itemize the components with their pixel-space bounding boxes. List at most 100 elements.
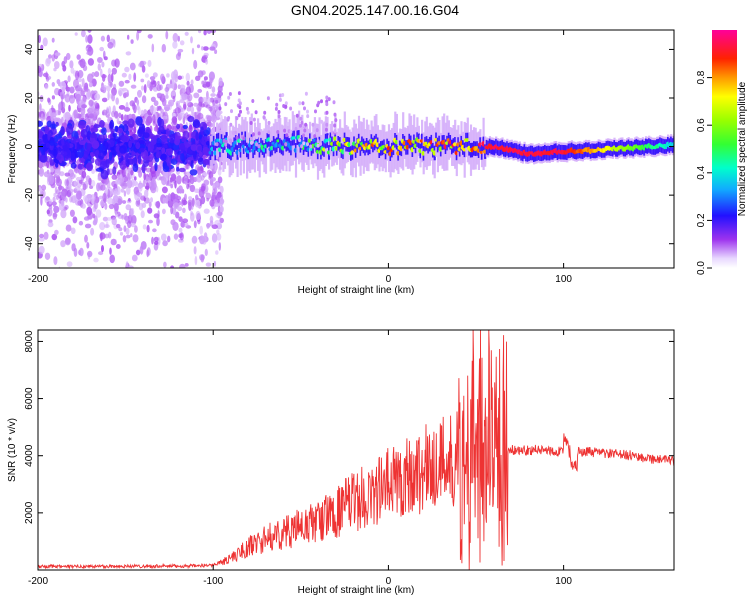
spectral-speck	[134, 225, 138, 233]
spectral-speck	[75, 70, 80, 81]
spectral-speck	[131, 215, 137, 225]
spectral-speck	[175, 211, 180, 219]
spectral-speck	[333, 129, 337, 133]
spectral-speck	[160, 93, 166, 103]
spectral-speck	[257, 128, 261, 133]
spectral-speck	[289, 129, 293, 134]
spectral-speck	[164, 87, 170, 92]
spectral-speck	[170, 91, 176, 96]
spectral-speck	[83, 272, 86, 282]
spectral-speck	[101, 97, 108, 103]
spectral-speck	[333, 123, 337, 128]
spectral-speck	[77, 20, 83, 25]
spectral-speck	[263, 110, 267, 115]
spectral-speck	[174, 10, 180, 16]
spectral-speck	[150, 105, 157, 115]
spectral-speck	[74, 186, 81, 192]
spectral-speck	[203, 30, 207, 36]
spectral-speck	[53, 67, 57, 72]
spectral-speck	[99, 46, 104, 52]
spectral-speck	[60, 191, 66, 200]
spectral-speck	[66, 179, 69, 187]
spectral-speck	[107, 73, 112, 83]
spectral-speck	[140, 210, 145, 219]
spectral-speck	[140, 241, 147, 250]
spectral-speck	[93, 200, 99, 210]
spectral-speck	[60, 199, 65, 207]
spectral-speck	[48, 175, 55, 185]
spectral-speck	[67, 75, 71, 83]
spectral-speck	[211, 233, 218, 243]
spectral-speck	[211, 115, 217, 123]
spectral-speck	[309, 144, 313, 149]
spectral-speck	[73, 109, 78, 119]
spectral-speck	[304, 122, 308, 127]
spectral-speck	[109, 254, 115, 264]
spectral-speck	[206, 223, 211, 228]
spectral-speck	[58, 102, 62, 111]
spectral-speck	[49, 156, 53, 166]
spectral-speck	[82, 183, 87, 191]
spectral-speck	[278, 97, 282, 102]
spectral-speck	[198, 151, 203, 157]
spectral-speck	[177, 51, 182, 57]
spectral-speck	[54, 168, 61, 177]
spectral-speck	[161, 176, 167, 186]
spectral-speck	[187, 178, 191, 188]
spectral-speck	[80, 106, 86, 116]
spectral-speck	[197, 145, 203, 151]
spectral-speck	[306, 114, 310, 119]
spectral-speck	[325, 110, 329, 115]
spectral-speck	[190, 106, 195, 113]
spectral-speck	[83, 195, 89, 202]
spectral-speck	[101, 245, 104, 253]
spectral-speck	[150, 186, 157, 194]
spectral-speck	[136, 99, 140, 106]
spectral-speck	[101, 145, 107, 151]
spectral-speck	[306, 142, 309, 147]
spectral-speck	[126, 185, 131, 195]
spectral-speck	[213, 202, 220, 207]
spectral-speck	[84, 234, 88, 243]
spectral-speck	[54, 61, 60, 69]
spectral-speck	[77, 77, 83, 83]
spectral-speck	[86, 51, 92, 56]
spectral-speck	[38, 34, 41, 44]
spectral-speck	[210, 177, 216, 182]
spectral-speck	[128, 113, 132, 120]
spectral-speck	[208, 71, 215, 81]
spectral-speck	[125, 227, 130, 235]
spectral-speck	[209, 199, 215, 207]
spectral-speck	[262, 115, 266, 120]
spectral-speck	[38, 245, 45, 254]
spectral-speck	[252, 117, 256, 122]
spectral-speck	[190, 144, 198, 152]
spectral-speck	[313, 134, 317, 139]
spectral-speck	[144, 73, 149, 78]
spectral-speck	[201, 46, 204, 51]
colorbar-label: Normalized spectral amplitude	[737, 81, 748, 216]
spectral-speck	[127, 118, 135, 128]
spectral-speck	[81, 96, 87, 105]
spectral-speck	[77, 102, 82, 109]
spectral-speck	[75, 93, 82, 102]
spectral-speck	[178, 185, 183, 194]
spectral-speck	[151, 236, 154, 245]
spectral-speck	[139, 126, 146, 134]
spectral-speck	[215, 250, 219, 255]
spectral-speck	[135, 142, 141, 150]
x-tick-label: -200	[28, 274, 48, 285]
spectral-speck	[202, 146, 210, 155]
spectral-speck	[196, 44, 201, 49]
spectral-speck	[84, 223, 92, 229]
spectral-speck	[180, 221, 185, 228]
spectral-speck	[176, 102, 179, 109]
spectral-speck	[118, 157, 122, 164]
spectral-speck	[118, 112, 122, 119]
spectral-speck	[141, 85, 144, 91]
spectral-speck	[114, 30, 117, 31]
spectral-speck	[121, 181, 128, 190]
spectral-speck	[152, 228, 157, 233]
